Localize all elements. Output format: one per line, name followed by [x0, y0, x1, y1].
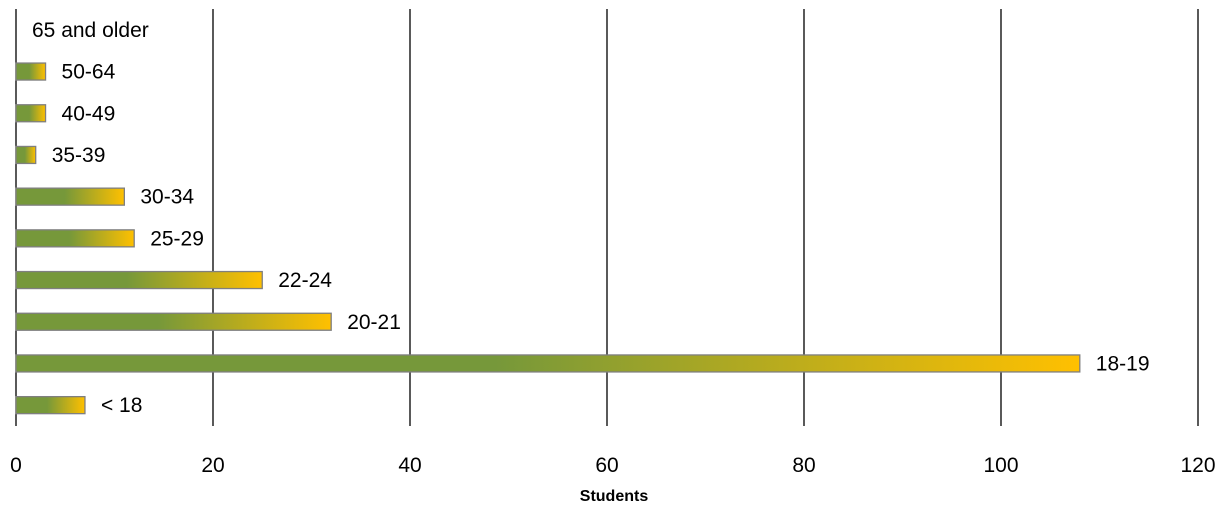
- bar-30-34: [15, 187, 125, 206]
- category-label: 25-29: [150, 227, 204, 250]
- x-tick-label: 80: [792, 454, 815, 477]
- category-label: 20-21: [347, 311, 401, 334]
- category-label: 65 and older: [32, 19, 149, 42]
- bar-40-49: [15, 104, 47, 123]
- category-label: 22-24: [278, 269, 332, 292]
- x-tick-label: 20: [201, 454, 224, 477]
- x-axis-title: Students: [580, 488, 649, 505]
- bar-18-19: [15, 354, 1081, 373]
- bar-25-29: [15, 229, 135, 248]
- category-label: < 18: [101, 394, 142, 417]
- x-tick-label: 60: [595, 454, 618, 477]
- gridlines: [15, 9, 1199, 426]
- category-label: 35-39: [52, 144, 106, 167]
- bar-18: [15, 395, 86, 415]
- x-tick-label: 100: [983, 454, 1018, 477]
- x-tick-label: 0: [10, 454, 22, 477]
- category-labels: < 18 18-19 20-21 22-24 25-29 30-34 35-39 40-49 5…: [32, 19, 1150, 417]
- bar-35-39: [15, 145, 37, 165]
- x-axis-tick-labels: 0 20 40 60 80 100 120: [10, 454, 1215, 477]
- bar-50-64: [15, 62, 47, 81]
- bars: [15, 62, 1081, 415]
- category-label: 50-64: [62, 61, 116, 84]
- x-tick-label: 120: [1180, 454, 1215, 477]
- category-label: 40-49: [62, 102, 116, 125]
- category-label: 30-34: [140, 186, 194, 209]
- x-tick-label: 40: [398, 454, 421, 477]
- bar-22-24: [15, 270, 263, 290]
- category-label: 18-19: [1096, 352, 1150, 375]
- bar-20-21: [15, 312, 332, 331]
